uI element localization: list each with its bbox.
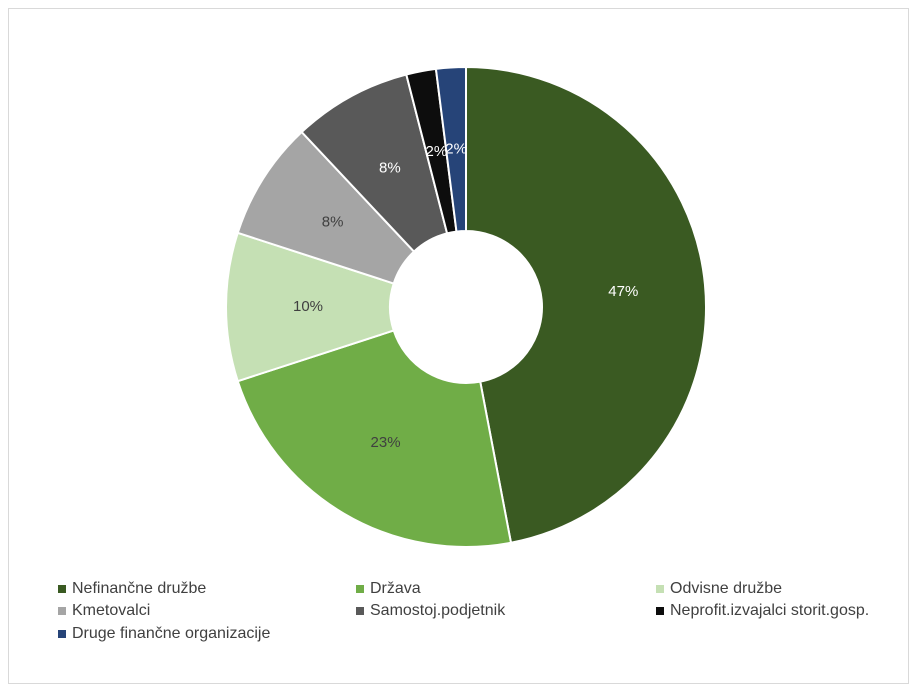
legend-swatch bbox=[656, 585, 664, 593]
legend-swatch bbox=[356, 607, 364, 615]
legend-label: Kmetovalci bbox=[72, 602, 150, 619]
donut-slice bbox=[434, 65, 467, 233]
data-label: 2% bbox=[426, 143, 448, 160]
legend-label: Samostoj.podjetnik bbox=[370, 602, 506, 619]
legend-label: Odvisne družbe bbox=[670, 580, 782, 597]
donut-slice bbox=[465, 65, 707, 544]
legend-swatch bbox=[58, 607, 66, 615]
legend-label: Nefinančne družbe bbox=[72, 580, 206, 597]
data-label: 2% bbox=[445, 140, 467, 157]
data-label: 8% bbox=[322, 213, 344, 230]
data-label: 10% bbox=[293, 298, 323, 315]
legend-label: Država bbox=[370, 580, 421, 597]
donut-slice bbox=[236, 329, 513, 548]
legend-swatch bbox=[58, 630, 66, 638]
data-label: 23% bbox=[371, 434, 401, 451]
legend-label: Neprofit.izvajalci storit.gosp. bbox=[670, 602, 869, 619]
legend-swatch bbox=[58, 585, 66, 593]
legend-label: Druge finančne organizacije bbox=[72, 625, 270, 642]
legend-swatch bbox=[356, 585, 364, 593]
data-label: 47% bbox=[608, 283, 638, 300]
data-label: 8% bbox=[379, 160, 401, 177]
legend-swatch bbox=[656, 607, 664, 615]
